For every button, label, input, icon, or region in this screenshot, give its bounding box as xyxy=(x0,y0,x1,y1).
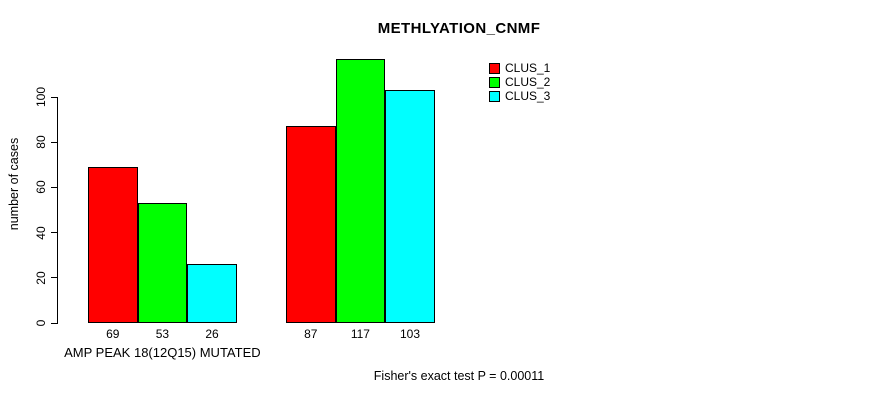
fisher-test-annotation: Fisher's exact test P = 0.00011 xyxy=(373,369,545,383)
y-axis-tick-label: 20 xyxy=(34,271,48,285)
y-axis-tick xyxy=(51,277,58,279)
bar-clus_1-group1 xyxy=(88,167,138,323)
y-axis-label: number of cases xyxy=(7,137,21,231)
y-axis-tick-label: 80 xyxy=(34,135,48,149)
legend-swatch-clus_2 xyxy=(489,77,500,88)
y-axis-tick-label: 100 xyxy=(34,86,48,108)
y-axis-line xyxy=(57,97,58,324)
bar-value-label: 26 xyxy=(205,327,219,341)
bar-value-label: 69 xyxy=(106,327,120,341)
legend-label-clus_2: CLUS_2 xyxy=(505,75,551,89)
y-axis-tick xyxy=(51,186,58,188)
bar-value-label: 53 xyxy=(155,327,170,341)
y-axis-tick-label: 60 xyxy=(34,180,48,195)
bar-value-label: 117 xyxy=(350,327,370,341)
y-axis-tick xyxy=(51,96,58,98)
y-axis-tick xyxy=(51,322,58,324)
chart-title: METHLYATION_CNMF xyxy=(377,20,541,37)
legend-swatch-clus_3 xyxy=(489,91,500,102)
bar-value-label: 87 xyxy=(304,327,318,341)
bar-clus_2-group2 xyxy=(335,58,386,323)
legend-label-clus_3: CLUS_3 xyxy=(505,89,551,103)
y-axis-tick xyxy=(51,141,58,143)
bar-clus_2-group1 xyxy=(137,203,188,323)
legend-label-clus_1: CLUS_1 xyxy=(505,61,551,75)
y-axis-tick-label: 40 xyxy=(34,225,48,240)
bar-clus_3-group2 xyxy=(385,90,435,323)
y-axis-tick-label: 0 xyxy=(34,319,48,327)
x-group-label: AMP PEAK 18(12Q15) MUTATED xyxy=(64,345,261,360)
y-axis-tick xyxy=(51,232,58,234)
bar-clus_1-group2 xyxy=(286,126,336,323)
bar-clus_3-group1 xyxy=(187,264,237,323)
bar-value-label: 103 xyxy=(399,327,421,341)
legend-swatch-clus_1 xyxy=(489,63,500,74)
